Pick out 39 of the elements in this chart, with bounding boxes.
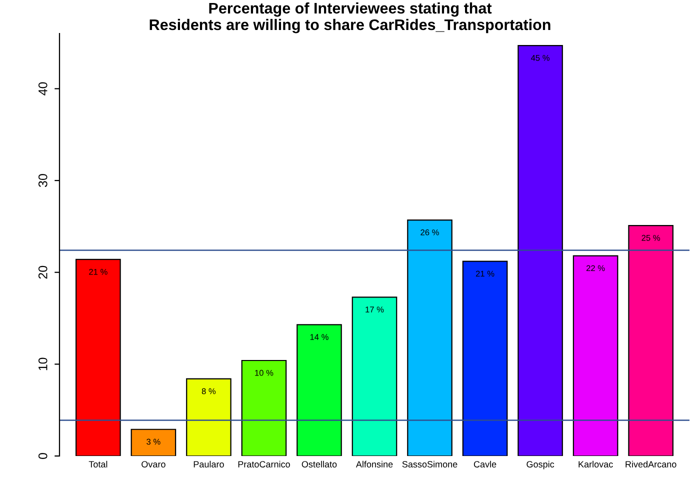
- bar: [241, 360, 287, 456]
- bar: [130, 428, 176, 456]
- y-tick-label: 30: [38, 174, 48, 187]
- y-tick-label: 0: [38, 453, 48, 459]
- x-tick-label: Cavle: [474, 460, 496, 468]
- x-tick-label: PratoCarnico: [238, 460, 290, 468]
- x-tick-label: Ostellato: [302, 460, 337, 468]
- data-label: 21 %: [476, 270, 494, 277]
- x-tick-label: Total: [88, 460, 108, 468]
- bar: [296, 324, 342, 456]
- data-label: 3 %: [146, 438, 160, 445]
- x-tick-label: Alfonsine: [356, 460, 393, 468]
- x-tick-label: Ovaro: [142, 461, 166, 468]
- bar: [628, 224, 674, 456]
- y-tick-label: 20: [38, 266, 48, 279]
- data-label: 8 %: [202, 388, 216, 394]
- data-label: 10 %: [255, 370, 274, 376]
- x-tick-label: RivedArcano: [626, 460, 676, 468]
- bar: [352, 296, 398, 456]
- data-label: 26 %: [420, 229, 439, 236]
- y-tick-label: 10: [38, 358, 48, 370]
- data-label: 21 %: [89, 268, 108, 275]
- data-label: 25 %: [642, 234, 660, 241]
- bar: [186, 378, 232, 456]
- bar: [407, 219, 452, 456]
- data-label: 14 %: [310, 334, 328, 340]
- bar: [76, 258, 121, 456]
- y-tick-label: 40: [38, 82, 48, 96]
- x-tick-label: Gospic: [526, 460, 554, 470]
- bar: [518, 44, 563, 456]
- x-tick-label: Paularo: [194, 460, 224, 468]
- data-label: 45 %: [530, 54, 550, 61]
- bar: [572, 255, 618, 456]
- data-label: 17 %: [366, 306, 384, 312]
- x-tick-label: Karlovac: [578, 460, 613, 468]
- bar: [462, 260, 508, 456]
- x-tick-label: SassoSimone: [402, 460, 458, 468]
- data-label: 22 %: [586, 265, 605, 272]
- chart-title: Percentage of Interviewees stating that Residents are willing to share CarRides_Transportation: [150, 2, 550, 34]
